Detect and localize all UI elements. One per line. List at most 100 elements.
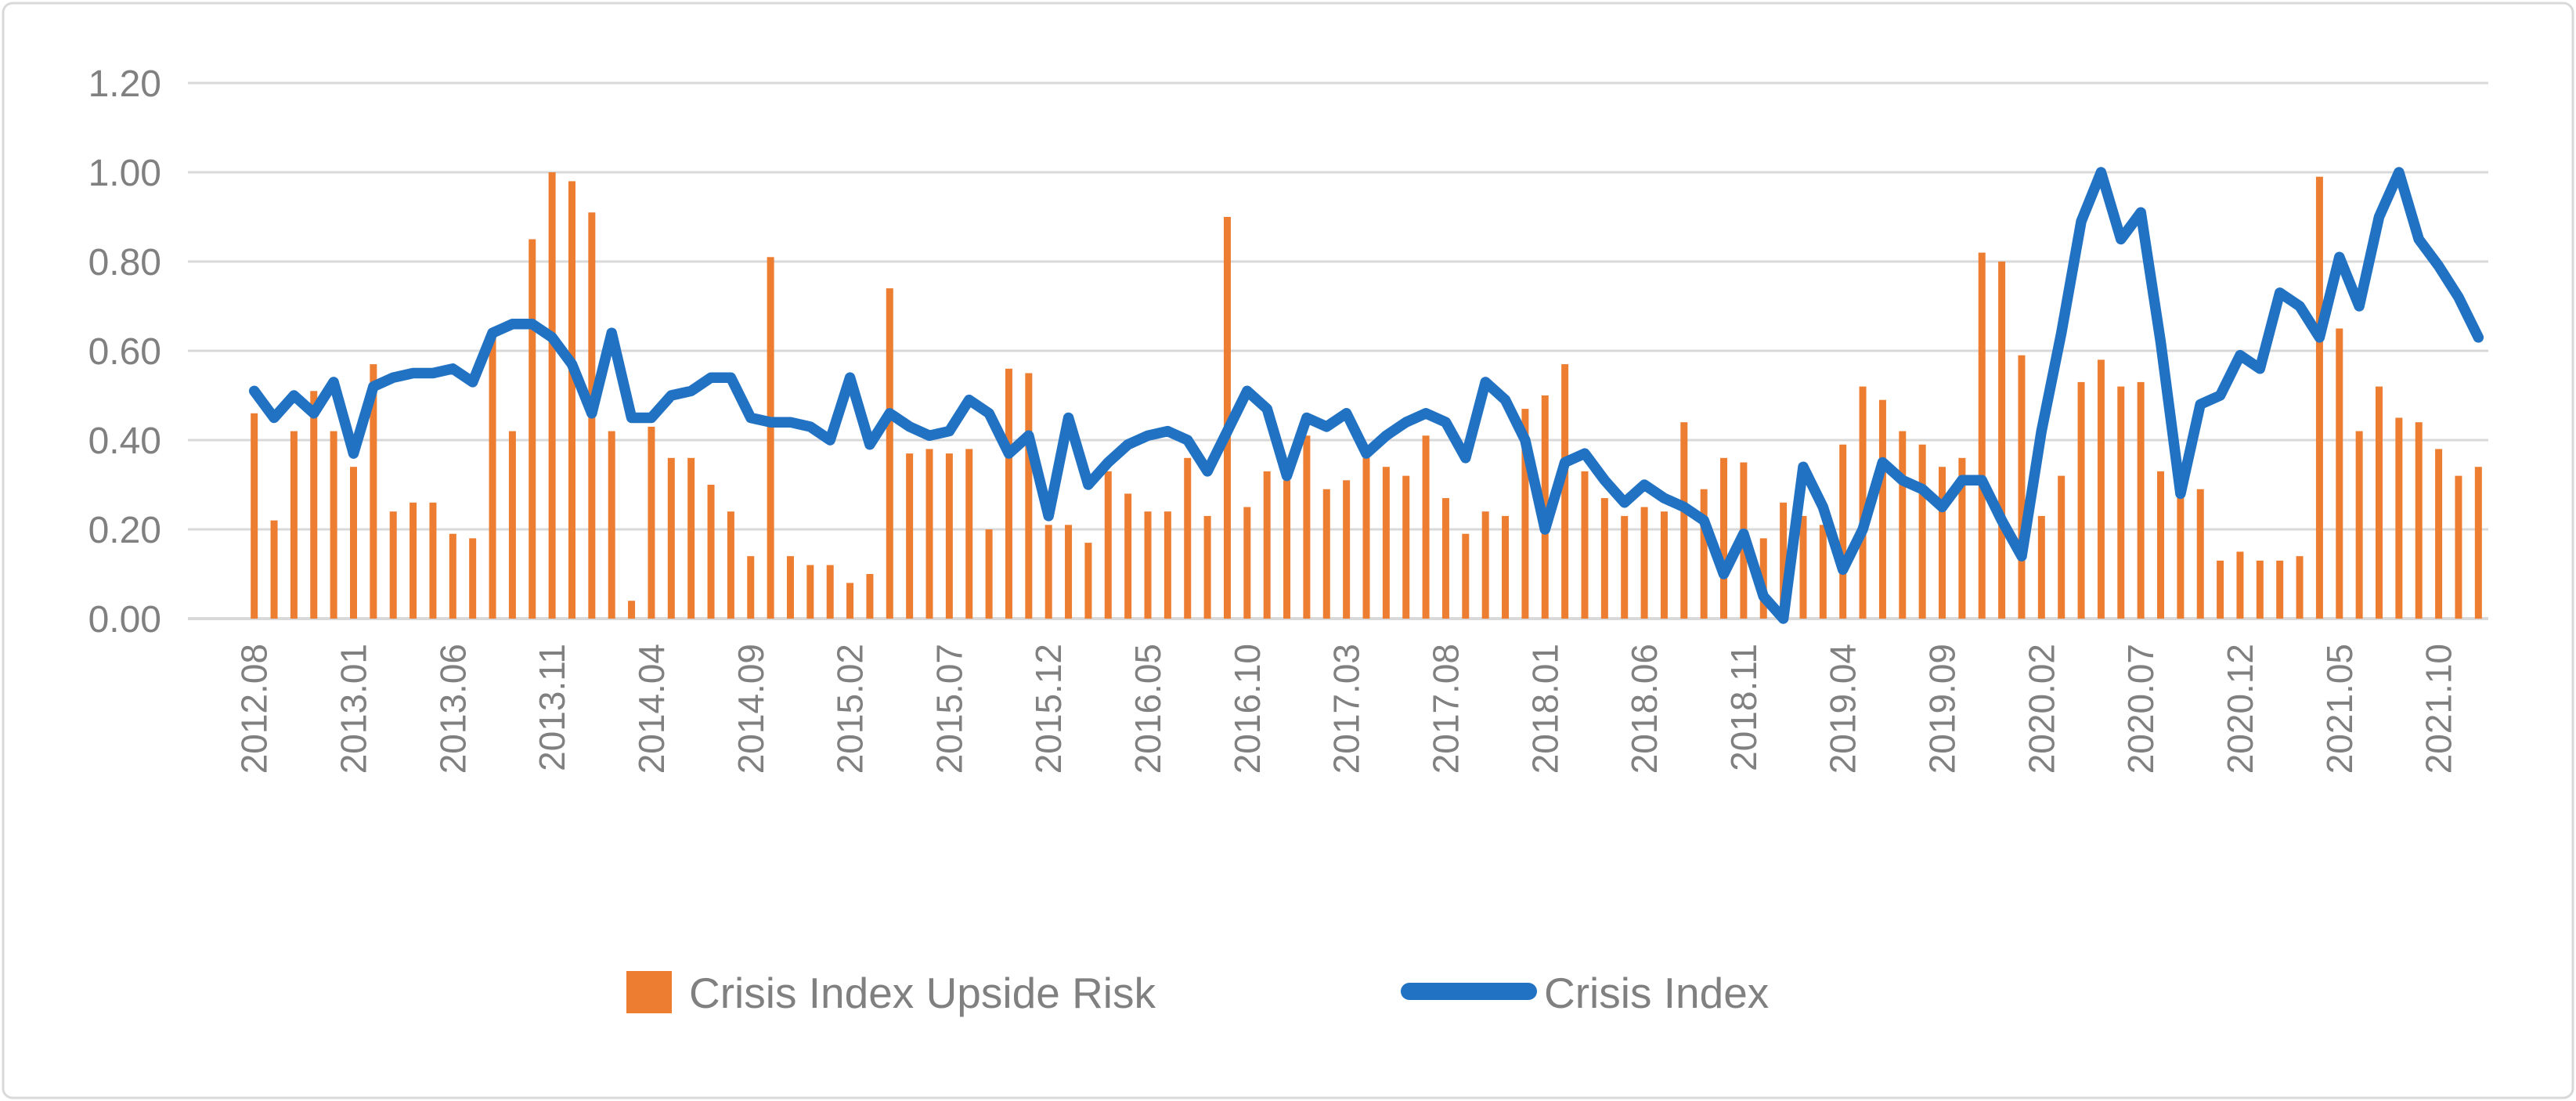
- bar-2017.02: [1322, 489, 1330, 619]
- bar-2017.04: [1362, 457, 1370, 619]
- bar-2012.09: [270, 520, 278, 619]
- x-tick-label: 2018.06: [1624, 644, 1665, 774]
- bar-2013.04: [409, 502, 417, 619]
- bar-2021.08: [2395, 417, 2403, 619]
- x-tick-label: 2019.09: [1922, 644, 1963, 774]
- bar-2014.04: [648, 426, 655, 619]
- bar-2020.03: [2058, 475, 2065, 619]
- bar-2018.07: [1660, 511, 1668, 619]
- bar-2013.07: [469, 538, 477, 619]
- bar-2013.09: [508, 431, 516, 619]
- bar-2021.03: [2296, 556, 2304, 619]
- bar-2017.10: [1481, 511, 1489, 619]
- bar-2015.12: [1044, 525, 1052, 619]
- bar-2018.05: [1621, 515, 1629, 619]
- bar-2017.05: [1382, 467, 1390, 619]
- bar-2014.09: [747, 556, 755, 619]
- bar-2019.01: [1780, 502, 1788, 619]
- bar-2016.03: [1104, 471, 1112, 619]
- bar-2014.12: [806, 565, 814, 619]
- bar-2013.03: [389, 511, 397, 619]
- bar-2018.12: [1759, 538, 1767, 619]
- bar-2016.02: [1084, 543, 1092, 619]
- x-tick-label: 2015.02: [830, 644, 871, 774]
- x-tick-label: 2013.11: [532, 644, 572, 771]
- bar-2021.11: [2455, 475, 2462, 619]
- bar-2016.08: [1203, 515, 1211, 619]
- bar-2021.01: [2256, 560, 2264, 619]
- bar-2017.06: [1402, 475, 1410, 619]
- bar-2015.04: [886, 288, 893, 619]
- bar-2019.08: [1918, 444, 1926, 619]
- bar-2014.02: [608, 431, 615, 619]
- bar-2016.05: [1144, 511, 1152, 619]
- bar-2012.10: [290, 431, 298, 619]
- legend: Crisis Index Upside Risk Crisis Index: [626, 969, 1769, 1017]
- bar-2021.12: [2474, 467, 2482, 619]
- x-axis-labels: 2012.08 2013.01 2013.06 2013.11 2014.04 2014.…: [234, 644, 2459, 774]
- y-tick-label: 0.80: [88, 242, 161, 283]
- x-tick-label: 2016.10: [1227, 644, 1268, 774]
- x-tick-label: 2012.08: [234, 644, 275, 774]
- bar-2018.09: [1700, 489, 1708, 619]
- bar-2013.08: [489, 337, 496, 619]
- bar-2013.11: [548, 172, 556, 619]
- bar-2014.08: [727, 511, 734, 619]
- bar-2020.02: [2037, 515, 2045, 619]
- bar-2020.05: [2097, 359, 2105, 619]
- bar-2020.10: [2196, 489, 2204, 619]
- bar-2021.04: [2315, 176, 2323, 619]
- bar-2019.04: [1839, 444, 1847, 619]
- bar-2015.07: [945, 453, 953, 619]
- y-tick-label: 1.20: [88, 63, 161, 105]
- y-tick-label: 0.00: [88, 599, 161, 641]
- bar-2018.04: [1600, 498, 1608, 619]
- bar-2020.06: [2117, 386, 2125, 619]
- bar-2019.07: [1899, 431, 1907, 619]
- y-axis-labels: 0.00 0.20 0.40 0.60 0.80 1.00 1.20: [88, 63, 161, 641]
- bar-2015.08: [965, 449, 973, 619]
- bar-2019.09: [1939, 467, 1946, 619]
- x-tick-label: 2020.12: [2220, 644, 2260, 774]
- legend-bar-swatch: [626, 971, 672, 1013]
- bar-2021.05: [2336, 328, 2343, 619]
- bar-2016.09: [1223, 217, 1231, 619]
- bar-2017.09: [1462, 533, 1470, 619]
- bar-2016.04: [1124, 493, 1132, 619]
- bar-2013.05: [429, 502, 437, 619]
- bar-2013.06: [449, 533, 456, 619]
- x-tick-label: 2014.04: [631, 644, 672, 774]
- bar-2020.09: [2177, 493, 2185, 619]
- bar-2017.07: [1422, 435, 1430, 619]
- y-tick-label: 0.60: [88, 331, 161, 373]
- bar-2016.01: [1065, 525, 1073, 619]
- bar-2019.06: [1878, 399, 1886, 619]
- bar-2021.02: [2276, 560, 2284, 619]
- bar-2015.10: [1005, 368, 1012, 619]
- bar-2012.12: [330, 431, 337, 619]
- bar-2015.03: [866, 574, 874, 619]
- bar-2018.06: [1640, 507, 1648, 619]
- bar-2021.06: [2355, 431, 2363, 619]
- x-tick-label: 2014.09: [731, 644, 771, 774]
- x-tick-label: 2017.08: [1425, 644, 1466, 774]
- x-tick-label: 2016.05: [1127, 644, 1168, 774]
- y-tick-label: 1.00: [88, 153, 161, 194]
- bar-2020.07: [2137, 381, 2145, 619]
- bar-2018.10: [1720, 457, 1728, 619]
- bar-2015.11: [1025, 373, 1033, 619]
- bar-2020.04: [2077, 381, 2085, 619]
- bar-2012.11: [310, 391, 318, 619]
- bar-2015.02: [846, 583, 854, 619]
- bar-2021.10: [2435, 449, 2443, 619]
- bar-2018.03: [1581, 471, 1589, 619]
- bar-2021.07: [2376, 386, 2383, 619]
- bar-2016.06: [1164, 511, 1171, 619]
- bar-2013.01: [349, 467, 357, 619]
- bar-2013.12: [568, 181, 575, 619]
- bar-2014.07: [707, 485, 715, 619]
- x-tick-label: 2020.02: [2021, 644, 2062, 774]
- bar-2014.06: [687, 457, 695, 619]
